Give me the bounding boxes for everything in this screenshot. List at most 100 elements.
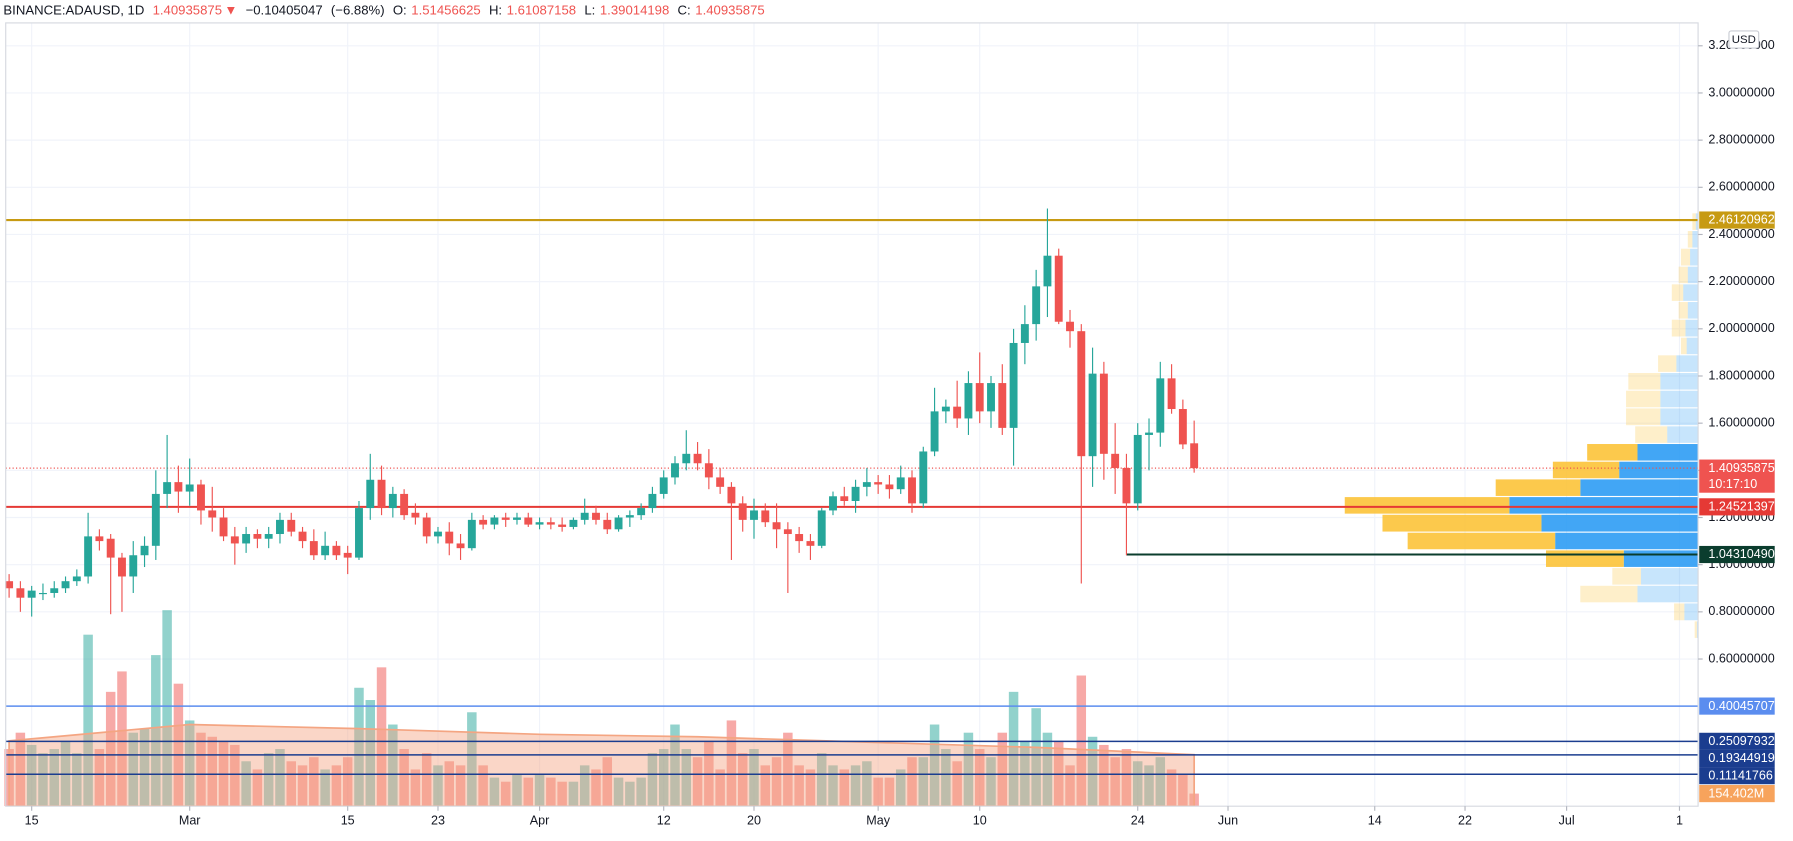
volume-bar [523, 777, 534, 807]
volume-bar [252, 769, 263, 807]
candle-body [1178, 409, 1187, 445]
volume-bar [974, 749, 985, 807]
y-tick-label: 0.80000000 [1708, 604, 1774, 618]
profile-down [1612, 568, 1641, 585]
change-arrow: ▼ [224, 3, 237, 18]
currency-box[interactable] [1728, 30, 1760, 49]
x-tick-label: Jun [1218, 813, 1238, 827]
profile-up [1695, 213, 1699, 230]
price-label-box [1699, 211, 1775, 229]
candle-body [208, 510, 217, 518]
candle-body [298, 531, 307, 542]
candle-body [343, 552, 352, 558]
candle-body [671, 463, 679, 478]
volume-bar [26, 744, 37, 807]
candle-body [1122, 467, 1131, 504]
candle-body [456, 543, 465, 549]
volume-bar [105, 691, 116, 807]
price-label-box [1699, 732, 1775, 750]
price-label: 0.19344919 [1708, 751, 1774, 765]
high-label: H: [489, 3, 502, 18]
price-label-box [1699, 697, 1775, 715]
candle-body [874, 482, 883, 485]
x-tick-label: 10 [973, 813, 987, 827]
candle-body [535, 522, 544, 525]
volume-bar [500, 781, 511, 807]
candle-body [445, 531, 454, 544]
profile-up [1541, 514, 1699, 532]
profile-down [1628, 373, 1661, 390]
volume-bar [636, 777, 646, 807]
price-label: 1.04310490 [1708, 547, 1774, 561]
candle-body [806, 541, 815, 546]
candle-body [592, 512, 600, 520]
candle-body [637, 508, 646, 516]
candle-body [400, 493, 409, 516]
profile-down [1407, 532, 1556, 550]
candle-body [524, 517, 533, 525]
candle-body [129, 555, 138, 577]
y-tick-label: 1.80000000 [1708, 368, 1774, 382]
candle-body [197, 484, 205, 511]
x-tick-label: May [866, 813, 890, 827]
low-value: 1.39014198 [600, 3, 669, 18]
volume-bar [929, 724, 940, 807]
volume-bar [941, 749, 951, 807]
candle-body [569, 519, 578, 527]
volume-bar [557, 781, 567, 807]
x-tick-label: Jul [1559, 813, 1575, 827]
volume-bar [49, 749, 59, 807]
volume-bar [534, 773, 545, 807]
volume-bar [816, 753, 827, 807]
y-tick-label: 0.60000000 [1708, 651, 1774, 665]
volume-bar [1132, 761, 1143, 807]
profile-up [1690, 248, 1699, 266]
candle-body [783, 529, 792, 535]
profile-up [1623, 550, 1699, 567]
candle-body [118, 557, 126, 577]
profile-down [1580, 585, 1638, 603]
profile-up [1687, 302, 1699, 319]
volume-bar [38, 753, 48, 807]
volume-bar [952, 761, 962, 807]
candle-body [829, 496, 837, 511]
candle-body [919, 451, 928, 504]
volume-bar [94, 749, 105, 807]
volume-bar [884, 777, 895, 807]
candle-body [264, 534, 273, 539]
volume-bar [196, 732, 206, 807]
candle-body [1111, 453, 1120, 468]
price-label: 10:17:10 [1708, 477, 1757, 491]
profile-up [1676, 355, 1699, 372]
x-tick-label: 24 [1131, 813, 1145, 827]
candle-body [603, 519, 612, 530]
volume-bar [230, 744, 240, 807]
candle-body [467, 519, 476, 549]
volume-bar [241, 761, 251, 807]
candle-body [614, 517, 623, 530]
volume-bar [1178, 773, 1188, 807]
volume-bar [399, 749, 409, 807]
price-label-box [1699, 459, 1775, 493]
candle-body [558, 524, 567, 527]
volume-bar [546, 777, 556, 807]
candle-body [1099, 373, 1108, 454]
x-tick-label: 15 [25, 813, 39, 827]
candle-body [377, 479, 386, 509]
candle-body [276, 519, 284, 535]
candle-body [750, 510, 758, 520]
volume-bar [963, 732, 974, 807]
volume-bar [828, 765, 838, 807]
x-tick-label: 12 [657, 813, 671, 827]
volume-bar [1087, 736, 1098, 807]
candle-body [1167, 378, 1176, 410]
candle-body [388, 493, 397, 509]
currency: USD [1732, 34, 1756, 46]
candle-body [366, 479, 375, 509]
candle-body [16, 588, 25, 598]
volume-bar [1031, 708, 1041, 807]
volume-bar [184, 720, 195, 807]
price-label: 1.40935875 [1708, 461, 1774, 475]
profile-down [1680, 337, 1687, 355]
